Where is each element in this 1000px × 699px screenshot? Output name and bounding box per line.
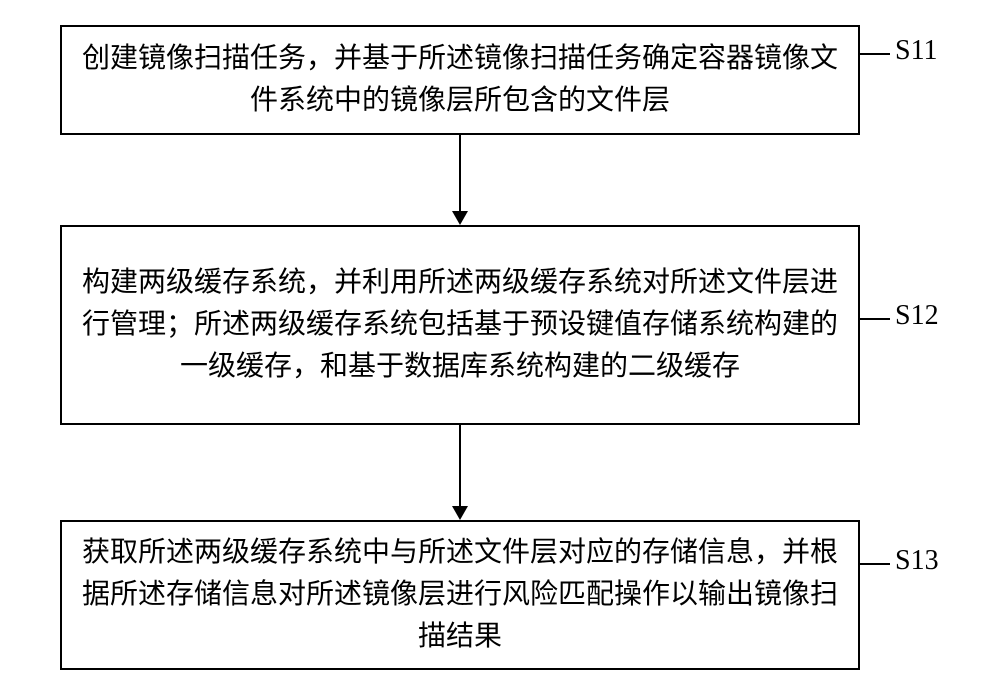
label-connector-3 bbox=[860, 563, 890, 565]
step-label-s11: S11 bbox=[895, 35, 938, 67]
flowchart-box-step2: 构建两级缓存系统，并利用所述两级缓存系统对所述文件层进行管理；所述两级缓存系统包… bbox=[60, 225, 860, 425]
arrow-1-line bbox=[459, 135, 461, 211]
flowchart-box-step3: 获取所述两级缓存系统中与所述文件层对应的存储信息，并根据所述存储信息对所述镜像层… bbox=[60, 520, 860, 670]
arrow-2-line bbox=[459, 425, 461, 506]
flowchart-container: 创建镜像扫描任务，并基于所述镜像扫描任务确定容器镜像文件系统中的镜像层所包含的文… bbox=[0, 0, 1000, 699]
label-connector-2 bbox=[860, 318, 890, 320]
flowchart-box-step1: 创建镜像扫描任务，并基于所述镜像扫描任务确定容器镜像文件系统中的镜像层所包含的文… bbox=[60, 25, 860, 135]
step-label-s13: S13 bbox=[895, 545, 939, 577]
box1-text: 创建镜像扫描任务，并基于所述镜像扫描任务确定容器镜像文件系统中的镜像层所包含的文… bbox=[82, 38, 838, 122]
box2-text: 构建两级缓存系统，并利用所述两级缓存系统对所述文件层进行管理；所述两级缓存系统包… bbox=[82, 262, 838, 388]
arrow-1-head bbox=[452, 211, 468, 225]
arrow-2-head bbox=[452, 506, 468, 520]
box3-text: 获取所述两级缓存系统中与所述文件层对应的存储信息，并根据所述存储信息对所述镜像层… bbox=[82, 532, 838, 658]
label-connector-1 bbox=[860, 53, 890, 55]
step-label-s12: S12 bbox=[895, 300, 939, 332]
